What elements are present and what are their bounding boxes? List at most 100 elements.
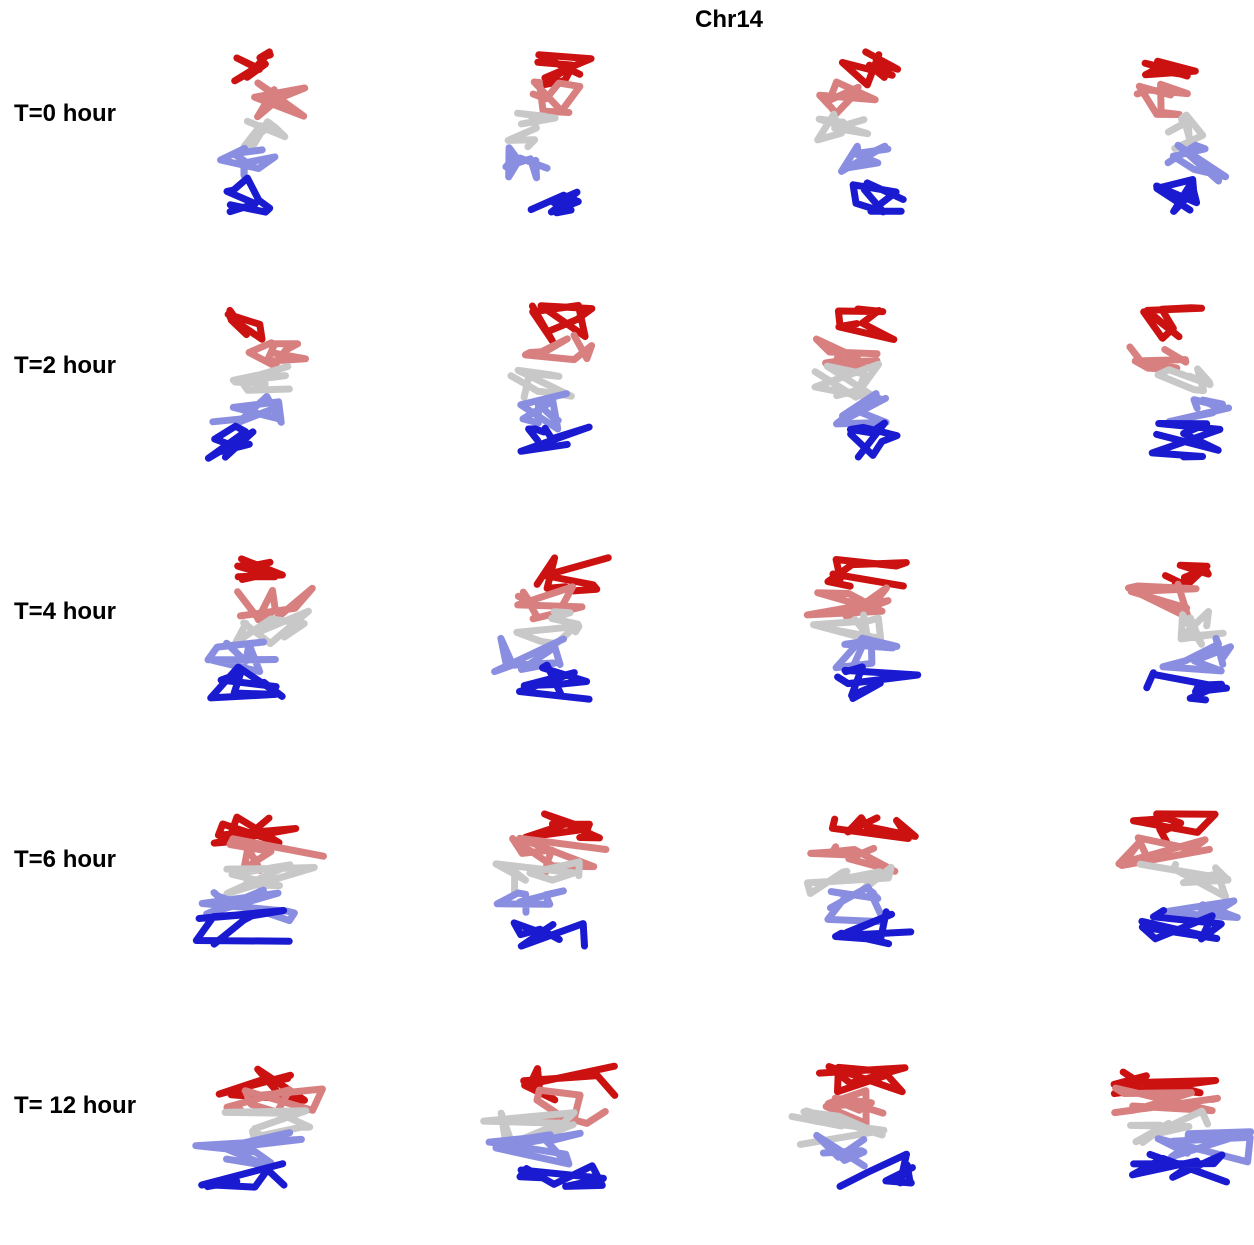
polymer-segment: [234, 555, 286, 583]
time-row: T=6 hour: [0, 760, 1254, 1000]
polymer-segment: [824, 556, 910, 590]
structure-panel: [480, 770, 620, 990]
polymer-segment: [1138, 907, 1225, 943]
polymer-segment: [528, 302, 596, 345]
polymer-segment: [1159, 634, 1234, 675]
polymer-segment: [217, 144, 279, 179]
figure-title: Chr14: [694, 6, 764, 33]
polymer-segment: [226, 835, 327, 874]
polymer-segment: [832, 634, 901, 672]
structure-panel: [790, 30, 930, 250]
polymer-segment: [522, 810, 603, 842]
chromosome-structure-image: [803, 556, 922, 702]
row-label: T=6 hour: [14, 846, 117, 873]
chromosome-structure-image: [788, 1063, 916, 1190]
polymer-segment: [510, 919, 588, 950]
structure-panel: [190, 770, 330, 990]
structure-panel: [1110, 522, 1250, 742]
row-label: T= 12 hour: [14, 1092, 137, 1119]
structure-panel: [790, 770, 930, 990]
structure-panel: [190, 278, 330, 498]
polymer-segment: [1141, 57, 1199, 80]
structure-panel: [1110, 30, 1250, 250]
polymer-segment: [822, 1087, 887, 1127]
polymer-segment: [502, 144, 551, 182]
structure-panel: [190, 1015, 330, 1235]
row-label: T=4 hour: [14, 598, 117, 625]
polymer-segment: [834, 305, 898, 343]
polymer-segment: [833, 390, 890, 428]
polymer-segment: [813, 1132, 868, 1170]
polymer-segment: [1148, 420, 1224, 461]
chromosome-structure-image: [192, 813, 327, 948]
polymer-segment: [492, 858, 583, 898]
structure-panel: [480, 30, 620, 250]
polymer-segment: [828, 814, 919, 842]
polymer-segment: [1164, 111, 1207, 152]
polymer-segment: [1111, 1084, 1221, 1117]
polymer-segment: [1165, 396, 1233, 426]
polymer-segment: [838, 142, 892, 175]
structure-panel: [480, 522, 620, 742]
structure-panel: [1110, 278, 1250, 498]
chromosome-structure-image: [1126, 304, 1233, 461]
polymer-segment: [245, 339, 309, 370]
polymer-segment: [221, 1107, 314, 1142]
polymer-segment: [509, 834, 610, 876]
polymer-segment: [1129, 1150, 1230, 1186]
polymer-segment: [838, 48, 902, 89]
chromosome-structure-image: [491, 554, 612, 703]
polymer-segment: [1154, 365, 1214, 395]
row-label: T=0 hour: [14, 100, 117, 127]
polymer-segment: [1140, 304, 1206, 342]
polymer-segment: [1158, 897, 1241, 921]
polymer-segment: [534, 51, 595, 89]
polymer-segment: [491, 634, 567, 676]
polymer-segment: [1164, 141, 1230, 185]
polymer-segment: [514, 583, 586, 623]
structure-panel: [190, 30, 330, 250]
time-row: T= 12 hour: [0, 1005, 1254, 1245]
polymer-segment: [516, 661, 593, 703]
polymer-segment: [1130, 810, 1219, 846]
polymer-segment: [223, 1085, 326, 1116]
polymer-segment: [529, 78, 584, 116]
structure-panel: [480, 1015, 620, 1235]
polymer-segment: [807, 843, 899, 875]
chromosome-structure-image: [1115, 810, 1241, 943]
structure-panel: [790, 278, 930, 498]
polymer-segment: [198, 1160, 288, 1191]
polymer-segment: [1125, 580, 1200, 622]
polymer-segment: [814, 110, 872, 144]
time-row: T=4 hour: [0, 512, 1254, 752]
polymer-segment: [198, 886, 298, 925]
structure-panel: [788, 1015, 930, 1235]
polymer-segment: [210, 813, 300, 847]
polymer-segment: [204, 638, 279, 676]
polymer-segment: [485, 1129, 584, 1168]
chromosome-structure-image: [204, 555, 316, 702]
polymer-segment: [229, 363, 293, 394]
polymer-segment: [209, 393, 285, 426]
polymer-segment: [527, 188, 582, 217]
polymer-segment: [1115, 834, 1213, 869]
chromosome-structure-image: [1110, 1068, 1254, 1186]
polymer-segment: [824, 883, 888, 926]
polymer-segment: [207, 663, 286, 702]
chromosome-structure-image: [204, 306, 309, 462]
polymer-segment: [517, 423, 593, 455]
polymer-segment: [836, 1150, 916, 1190]
polymer-segment: [803, 584, 892, 620]
row-label: T=2 hour: [14, 352, 117, 379]
polymer-segment: [1136, 860, 1232, 901]
polymer-segment: [1127, 1107, 1212, 1146]
polymer-segment: [223, 174, 274, 216]
polymer-segment: [1153, 176, 1201, 215]
polymer-segment: [834, 663, 922, 702]
structure-panel: [480, 278, 620, 498]
structure-panel: [790, 522, 930, 742]
polymer-segment: [251, 79, 309, 121]
polymer-segment: [504, 109, 559, 151]
polymer-segment: [516, 1162, 607, 1190]
polymer-segment: [1126, 343, 1190, 373]
